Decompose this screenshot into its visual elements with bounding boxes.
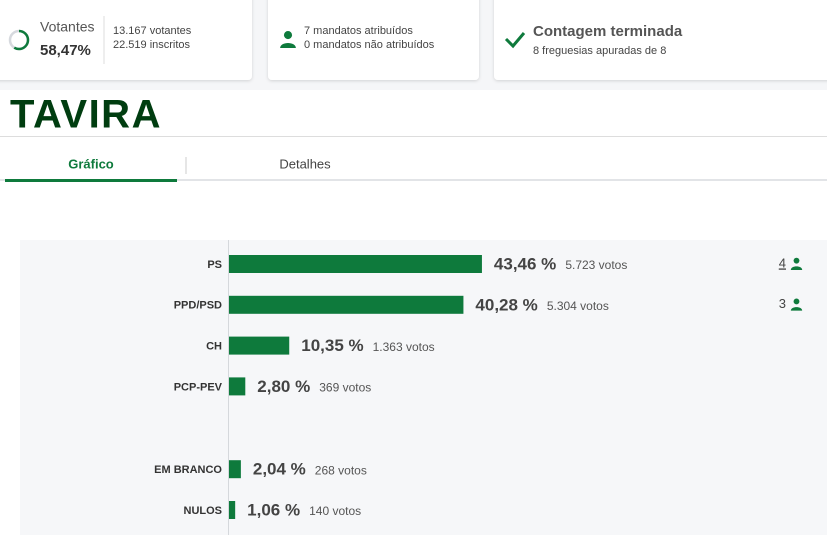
bar: [229, 255, 482, 273]
check-icon: [504, 32, 526, 49]
votes-label: 5.723 votos: [565, 258, 627, 272]
category-label: NULOS: [184, 505, 223, 517]
card-line: 13.167 votantes: [113, 25, 192, 37]
bar: [229, 295, 464, 314]
card-value: 58,47%: [40, 42, 91, 59]
bar: [229, 460, 241, 479]
votes-label: 1.363 votos: [373, 340, 435, 354]
value-label: 43,46 %: [494, 254, 556, 273]
value-label: 2,04 %: [253, 460, 306, 479]
category-label: PCP-PEV: [174, 381, 223, 393]
chart-panel: [20, 240, 827, 535]
votes-label: 369 votos: [319, 381, 371, 395]
category-label: PS: [207, 259, 222, 271]
tab-indicator: [5, 179, 177, 182]
value-label: 2,80 %: [257, 377, 310, 396]
value-label: 40,28 %: [475, 295, 537, 314]
tab-track: [0, 179, 827, 181]
seats[interactable]: 4: [779, 255, 786, 270]
tab[interactable]: Detalhes: [279, 156, 331, 171]
category-label: CH: [206, 341, 222, 353]
votes-label: 268 votos: [315, 463, 367, 477]
bar: [229, 336, 290, 355]
card: [494, 0, 827, 80]
card: [0, 0, 252, 80]
card-line: 7 mandatos atribuídos: [304, 25, 413, 37]
category-label: PPD/PSD: [174, 300, 222, 312]
municipality-title: TAVIRA: [10, 93, 162, 137]
card-title: Contagem terminada: [533, 23, 683, 40]
card: [268, 0, 479, 80]
card-line: 0 mandatos não atribuídos: [304, 39, 435, 51]
tab-active[interactable]: Gráfico: [68, 156, 114, 171]
donut-arc: [8, 29, 30, 51]
card-subtitle: 8 freguesias apuradas de 8: [533, 45, 666, 57]
category-label: EM BRANCO: [154, 464, 222, 476]
votes-label: 140 votos: [309, 504, 361, 518]
votes-label: 5.304 votos: [547, 299, 609, 313]
value-label: 10,35 %: [301, 336, 363, 355]
bar: [229, 501, 236, 519]
card-label: Votantes: [40, 19, 95, 35]
seats: 3: [779, 296, 786, 311]
value-label: 1,06 %: [247, 500, 300, 519]
card-line: 22.519 inscritos: [113, 39, 191, 51]
bar: [229, 377, 246, 396]
